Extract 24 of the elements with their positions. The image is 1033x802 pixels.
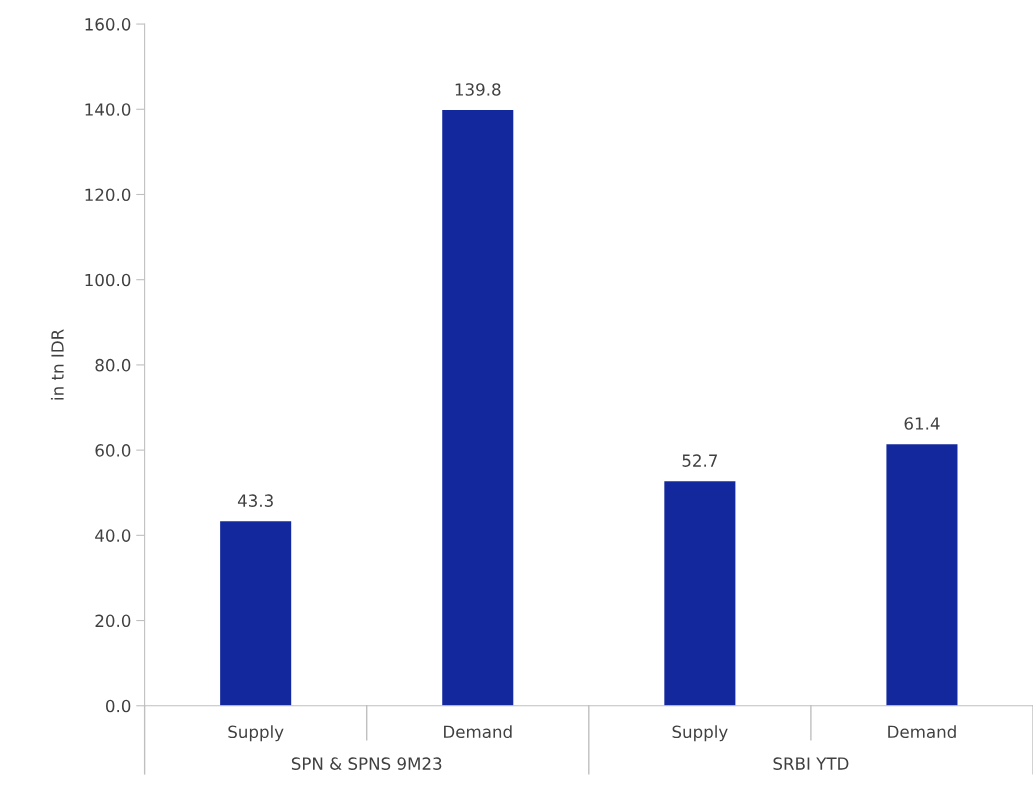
text: SPN & SPNS 9M23: [291, 757, 442, 770]
bar: [664, 481, 736, 706]
y-tick-label: 120.0: [85, 188, 131, 202]
y-tick-label: 0.0: [106, 699, 131, 713]
x-tick-label: Supply: [228, 725, 284, 742]
data-label: 139.8: [455, 83, 501, 96]
y-tick-label: 80.0: [95, 358, 131, 372]
y-tick-label: 100.0: [85, 273, 131, 287]
y-tick-label: 60.0: [95, 444, 131, 457]
y-axis-title: in tn IDR: [50, 329, 64, 400]
data-label: 52.7: [682, 454, 717, 467]
x-tick-label: Demand: [444, 725, 512, 739]
bar: [220, 521, 292, 706]
x-tick-label: Demand: [888, 725, 956, 739]
bar: [886, 444, 958, 706]
x-tick-label: Supply: [672, 725, 728, 742]
y-tick-label: 20.0: [95, 614, 131, 628]
text: SRBI YTD: [773, 757, 849, 770]
y-tick-label: 40.0: [95, 529, 131, 542]
y-tick-label: 140.0: [85, 103, 131, 116]
data-label: 43.3: [237, 494, 273, 507]
bar: [442, 110, 514, 706]
y-tick-label: 160.0: [85, 18, 131, 31]
data-label: 61.4: [904, 417, 940, 430]
